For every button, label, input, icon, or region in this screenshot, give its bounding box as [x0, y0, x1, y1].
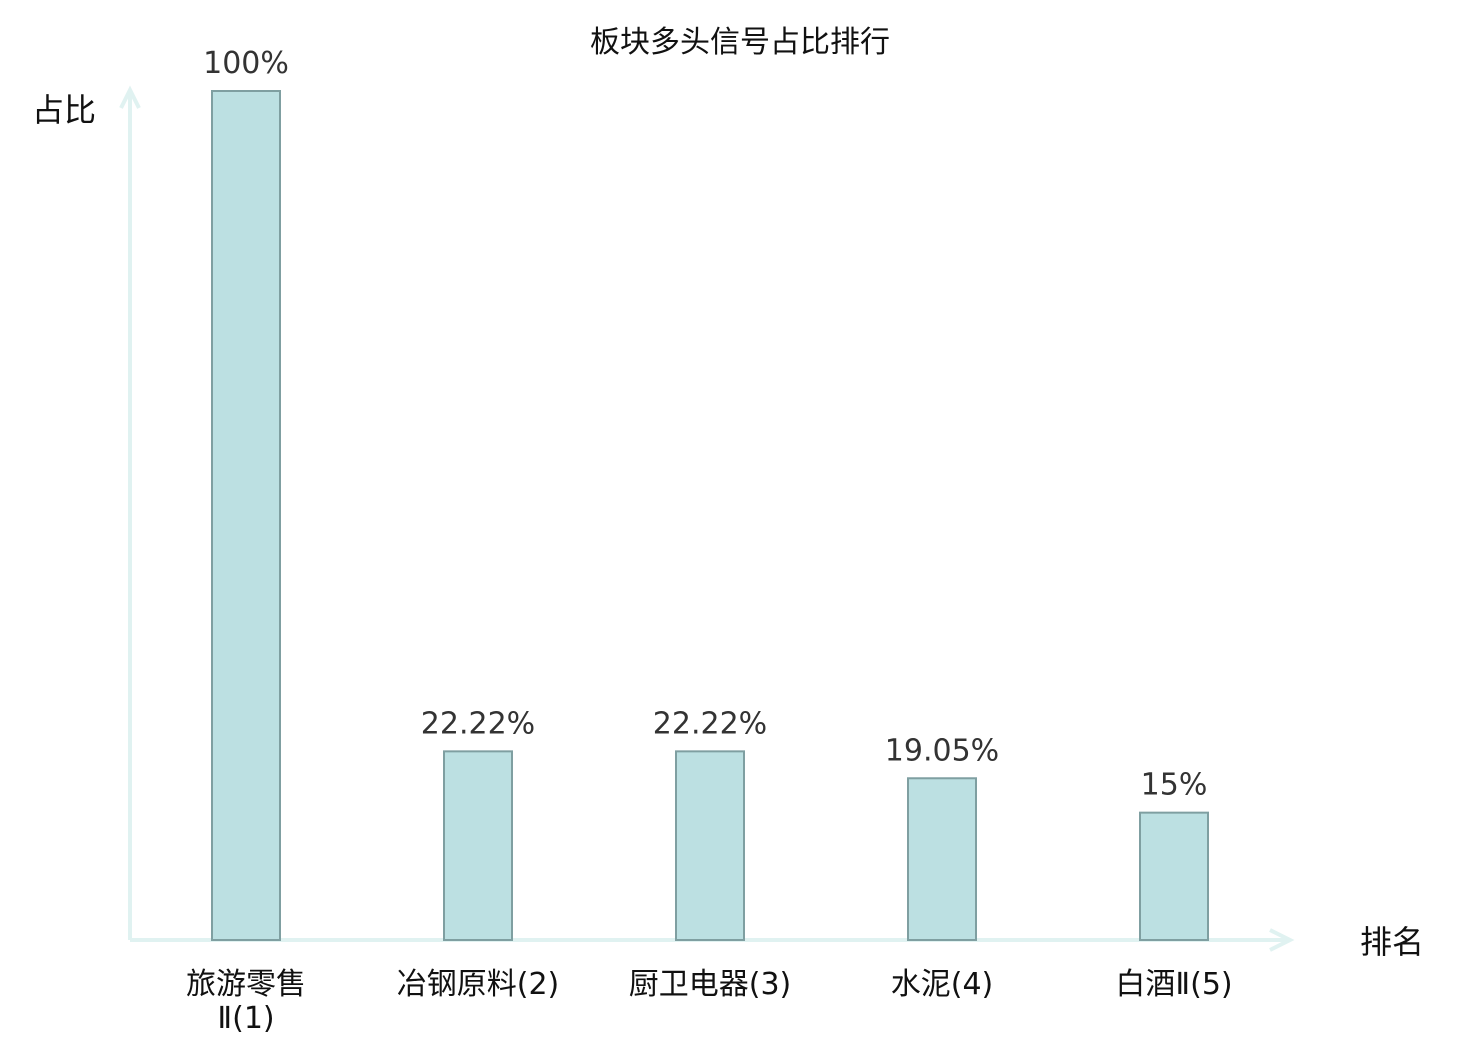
bar-value-label: 100%	[203, 46, 289, 81]
category-label: 厨卫电器(3)	[629, 967, 792, 1002]
bar	[907, 777, 977, 941]
category-label: Ⅱ(1)	[217, 1001, 274, 1036]
bar-value-label: 22.22%	[421, 706, 535, 741]
bar-value-label: 19.05%	[885, 733, 999, 768]
x-axis-label: 排名	[1360, 923, 1424, 961]
category-label: 白酒Ⅱ(5)	[1115, 967, 1232, 1002]
bar	[1139, 811, 1209, 942]
x-axis-arrowhead	[1269, 928, 1295, 952]
chart-title: 板块多头信号占比排行	[590, 25, 890, 60]
y-axis-label: 占比	[32, 91, 96, 129]
y-axis-arrowhead	[119, 85, 141, 109]
bars-group	[211, 90, 1209, 942]
bar	[675, 750, 745, 941]
value-labels-group: 100% 22.22% 22.22% 19.05% 15%	[203, 46, 1207, 803]
category-label: 旅游零售	[186, 967, 306, 1002]
category-label: 冶钢原料(2)	[397, 967, 560, 1002]
bar	[443, 750, 513, 941]
bar-value-label: 22.22%	[653, 706, 767, 741]
bar	[211, 90, 281, 941]
bar-value-label: 15%	[1141, 768, 1208, 803]
category-label: 水泥(4)	[891, 967, 994, 1002]
